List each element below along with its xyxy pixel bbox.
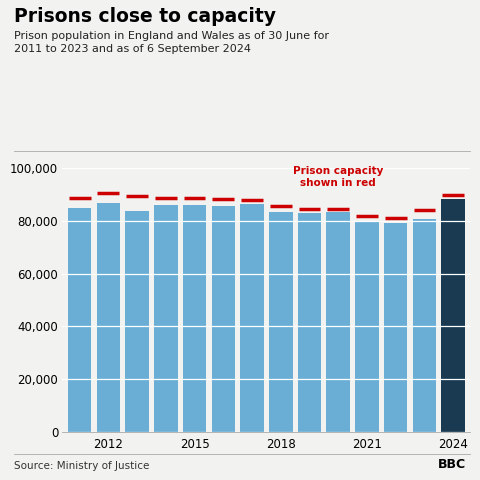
Bar — [384, 223, 408, 432]
Bar — [269, 212, 292, 432]
Text: Prisons close to capacity: Prisons close to capacity — [14, 7, 276, 26]
Bar — [298, 213, 321, 432]
Bar — [68, 207, 91, 432]
Bar — [154, 205, 178, 432]
Text: Source: Ministry of Justice: Source: Ministry of Justice — [14, 461, 150, 471]
Bar — [96, 204, 120, 432]
Text: BBC: BBC — [437, 458, 466, 471]
Bar — [125, 211, 149, 432]
Bar — [413, 218, 436, 432]
Bar — [442, 199, 465, 432]
Bar — [183, 204, 206, 432]
Bar — [326, 212, 350, 432]
Bar — [212, 206, 235, 432]
Text: Prison population in England and Wales as of 30 June for
2011 to 2023 and as of : Prison population in England and Wales a… — [14, 31, 329, 54]
Bar — [240, 204, 264, 432]
Text: Prison capacity
shown in red: Prison capacity shown in red — [293, 167, 384, 188]
Bar — [355, 222, 379, 432]
